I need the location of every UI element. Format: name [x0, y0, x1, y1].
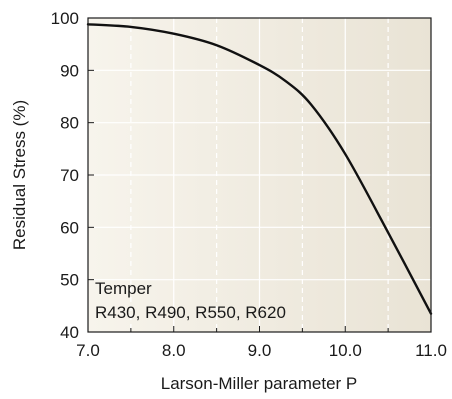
y-tick-label: 60 [60, 218, 79, 237]
x-tick-label: 11.0 [415, 341, 447, 360]
legend-annotation: Temper R430, R490, R550, R620 [95, 279, 286, 322]
grid-lines [88, 18, 431, 332]
x-axis-label: Larson-Miller parameter P [161, 374, 358, 393]
y-tick-label: 80 [60, 114, 79, 133]
y-tick-label: 90 [60, 61, 79, 80]
x-tick-label: 7.0 [76, 341, 100, 360]
x-tick-label: 8.0 [162, 341, 186, 360]
x-tick-label: 10.0 [329, 341, 362, 360]
y-tick-label: 40 [60, 323, 79, 342]
y-tick-label: 70 [60, 166, 79, 185]
x-tick-label: 9.0 [248, 341, 272, 360]
series-line [86, 23, 433, 315]
y-tick-label: 100 [51, 9, 79, 28]
series-layer [86, 23, 433, 315]
annotation-line-1: Temper [95, 279, 152, 298]
axis-ticks: 7.0 8.0 9.0 10.0 11.0 40 50 60 70 80 90 100 [51, 9, 447, 360]
y-axis-label: Residual Stress (%) [10, 100, 29, 250]
y-tick-label: 50 [60, 271, 79, 290]
annotation-line-2: R430, R490, R550, R620 [95, 303, 286, 322]
